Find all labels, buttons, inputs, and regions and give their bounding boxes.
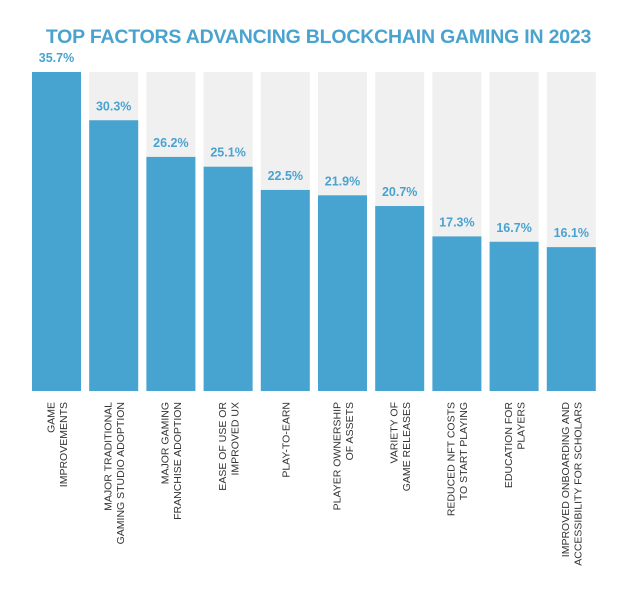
bar <box>146 156 196 391</box>
category-label: FRANCHISE ADOPTION <box>172 402 184 520</box>
bar-group: 21.9% PLAYER OWNERSHIP OF ASSETS <box>318 72 367 510</box>
bar-group: 16.1% IMPROVED ONBOARDING AND ACCESSIBILIT… <box>546 72 596 566</box>
data-label: 21.9% <box>325 174 360 188</box>
category-label: PLAYER OWNERSHIP <box>331 402 343 510</box>
data-label: 17.3% <box>439 215 474 229</box>
bar-group: 17.3% REDUCED NFT COSTS TO START PLAYING <box>432 72 482 516</box>
bar-group: 26.2% MAJOR GAMING FRANCHISE ADOPTION <box>146 72 196 520</box>
category-label: MAJOR TRADITIONAL <box>102 402 114 511</box>
category-label: GAME RELEASES <box>401 402 413 491</box>
category-label: GAME <box>45 402 57 433</box>
bar-group: 25.1% EASE OF USE OR IMPROVED UX <box>203 72 253 491</box>
category-label: EDUCATION FOR <box>503 402 515 489</box>
bar-group: 30.3% MAJOR TRADITIONAL GAMING STUDIO ADOP… <box>89 72 139 544</box>
category-label: IMPROVED ONBOARDING AND <box>560 402 572 558</box>
category-label: GAMING STUDIO ADOPTION <box>115 402 127 544</box>
bar <box>203 166 253 391</box>
category-label: EASE OF USE OR <box>217 402 229 491</box>
data-label: 16.7% <box>496 221 531 235</box>
category-label: REDUCED NFT COSTS <box>446 402 458 516</box>
bar <box>432 236 482 391</box>
data-label: 26.2% <box>153 136 188 150</box>
chart-title: TOP FACTORS ADVANCING BLOCKCHAIN GAMING … <box>45 26 592 48</box>
bar <box>32 72 81 391</box>
data-label: 30.3% <box>96 99 131 113</box>
data-label: 20.7% <box>382 185 417 199</box>
bar-group: 16.7% EDUCATION FOR PLAYERS <box>489 72 539 489</box>
bar <box>260 189 310 391</box>
category-label: IMPROVEMENTS <box>58 402 70 487</box>
bar <box>489 241 539 391</box>
data-label: 22.5% <box>268 169 303 183</box>
bar <box>546 247 596 391</box>
bar-group: 22.5% PLAY-TO-EARN <box>260 72 310 478</box>
category-label: TO START PLAYING <box>458 402 470 500</box>
data-label: 16.1% <box>554 226 589 240</box>
bar <box>89 120 139 391</box>
category-label: PLAYERS <box>515 402 527 450</box>
category-label: ACCESSIBILITY FOR SCHOLARS <box>573 402 585 566</box>
bar <box>318 195 367 391</box>
bar-group: 20.7% VARIETY OF GAME RELEASES <box>375 72 425 491</box>
bar <box>375 206 425 391</box>
category-label: MAJOR GAMING <box>160 402 172 484</box>
bar-group: 35.7% GAME IMPROVEMENTS <box>32 51 81 487</box>
category-label: VARIETY OF <box>388 402 400 463</box>
category-label: PLAY-TO-EARN <box>280 402 292 478</box>
category-label: IMPROVED UX <box>229 402 241 476</box>
data-label: 35.7% <box>39 51 74 65</box>
category-label: OF ASSETS <box>344 402 356 460</box>
data-label: 25.1% <box>210 146 245 160</box>
